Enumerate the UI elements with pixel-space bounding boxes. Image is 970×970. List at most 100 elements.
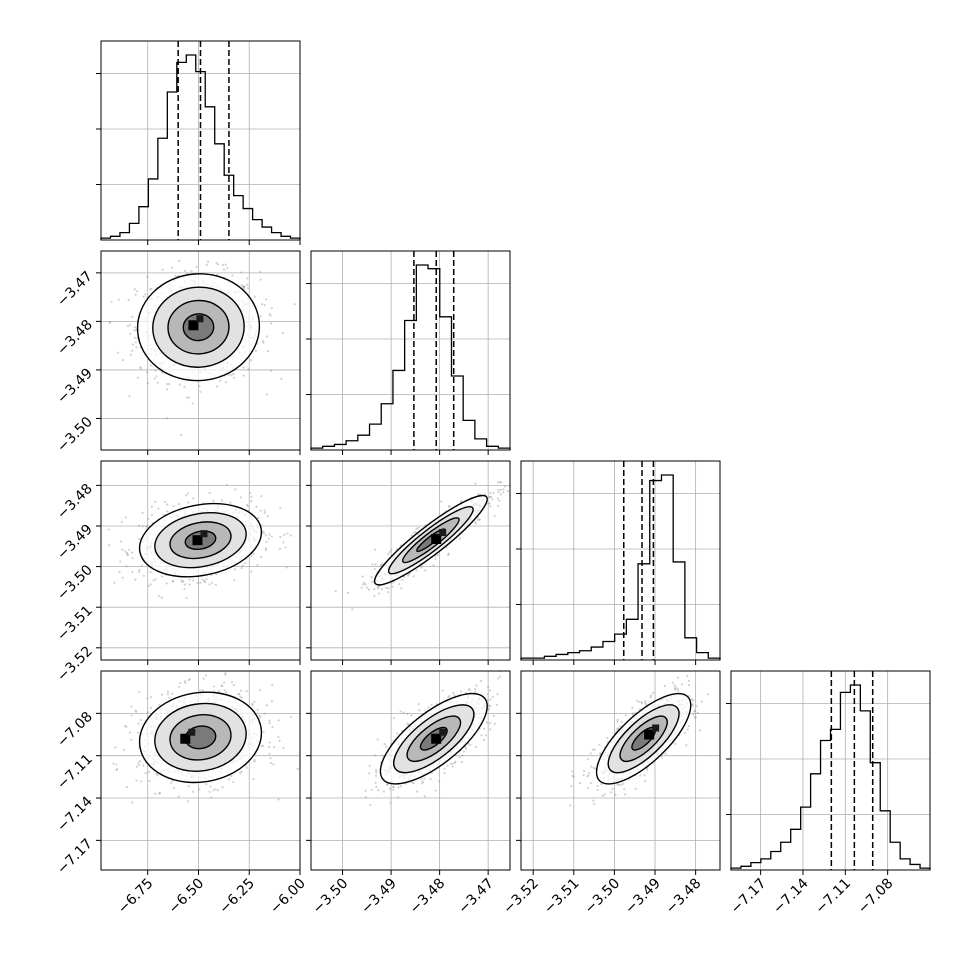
- y-tick-label: −3.49: [54, 521, 96, 563]
- sample-point: [198, 384, 201, 388]
- sample-point: [268, 312, 271, 316]
- sample-point: [406, 722, 409, 726]
- sample-point: [227, 778, 231, 781]
- sample-point: [250, 359, 253, 362]
- sample-point: [239, 496, 243, 499]
- sample-point: [124, 550, 127, 553]
- sample-point: [190, 269, 193, 273]
- y-tick-label: −3.50: [54, 414, 96, 456]
- sample-point: [492, 491, 495, 494]
- sample-point: [408, 573, 411, 576]
- sample-point: [160, 693, 164, 696]
- sample-point: [138, 759, 142, 763]
- sample-point: [474, 482, 477, 485]
- sample-point: [198, 788, 201, 791]
- sample-point: [377, 592, 381, 595]
- sample-point: [154, 792, 157, 795]
- x-tick-label: −3.50: [310, 876, 352, 918]
- sample-point: [368, 772, 371, 775]
- sample-point: [373, 567, 376, 571]
- sample-point: [258, 688, 262, 692]
- sample-point: [150, 287, 153, 291]
- sample-point: [473, 688, 477, 691]
- sample-point: [623, 793, 627, 796]
- sample-point: [253, 760, 256, 763]
- sample-point: [135, 765, 138, 768]
- sample-point: [140, 564, 143, 567]
- sample-point: [157, 594, 160, 598]
- sample-point: [133, 288, 137, 291]
- sample-point: [414, 531, 417, 534]
- sample-point: [232, 372, 235, 376]
- sample-point: [390, 548, 393, 552]
- sample-point: [135, 710, 138, 713]
- sample-point: [130, 551, 134, 554]
- sample-point: [391, 585, 394, 588]
- density-peak: [439, 728, 447, 736]
- sample-point: [259, 509, 262, 512]
- sample-point: [266, 350, 270, 353]
- sample-point: [379, 564, 382, 567]
- sample-point: [137, 722, 140, 725]
- sample-point: [110, 300, 113, 303]
- sample-point: [225, 691, 228, 694]
- sample-point: [209, 785, 212, 788]
- sample-point: [402, 711, 405, 714]
- sample-point: [120, 521, 123, 524]
- sample-point: [385, 586, 388, 589]
- density-peak: [180, 733, 191, 744]
- sample-point: [380, 588, 384, 591]
- sample-point: [251, 703, 254, 706]
- x-tick-label: −3.49: [358, 876, 400, 918]
- sample-point: [171, 580, 175, 583]
- sample-point: [126, 553, 129, 557]
- sample-point: [166, 503, 169, 506]
- sample-point: [152, 579, 155, 582]
- sample-point: [210, 796, 213, 799]
- sample-point: [238, 692, 241, 695]
- sample-point: [479, 679, 483, 683]
- sample-point: [155, 772, 158, 776]
- sample-point: [685, 744, 688, 747]
- sample-point: [178, 259, 181, 262]
- sample-point: [296, 767, 299, 770]
- sample-point: [184, 681, 187, 685]
- sample-point: [376, 585, 380, 589]
- sample-point: [179, 681, 182, 685]
- sample-point: [334, 590, 337, 593]
- sample-point: [192, 497, 195, 500]
- sample-point: [131, 349, 134, 353]
- sample-point: [233, 579, 236, 582]
- sample-point: [125, 786, 129, 789]
- sample-point: [262, 530, 265, 533]
- sample-point: [270, 322, 273, 325]
- x-tick-label: −3.48: [407, 876, 449, 918]
- panel-frame: [100, 460, 301, 661]
- panel-frame: [310, 460, 511, 661]
- sample-point: [181, 580, 184, 584]
- sample-point: [134, 341, 137, 344]
- sample-point: [154, 500, 157, 503]
- sample-point: [145, 525, 148, 528]
- sample-point: [186, 800, 189, 803]
- sample-point: [113, 581, 116, 584]
- histogram-step: [520, 474, 721, 660]
- sample-point: [674, 686, 677, 689]
- sample-point: [265, 540, 268, 544]
- sample-point: [468, 688, 471, 691]
- density-layer: [334, 480, 510, 611]
- density-peak: [431, 733, 442, 744]
- sample-point: [221, 786, 224, 789]
- sample-point: [125, 725, 128, 728]
- sample-point: [158, 792, 161, 795]
- sample-point: [611, 787, 614, 790]
- sample-point: [461, 754, 464, 757]
- sample-point: [158, 703, 161, 707]
- sample-point: [112, 762, 115, 765]
- sample-point: [142, 295, 145, 298]
- sample-point: [491, 498, 494, 501]
- sample-point: [673, 684, 676, 687]
- sample-point: [212, 499, 215, 502]
- sample-point: [134, 293, 137, 296]
